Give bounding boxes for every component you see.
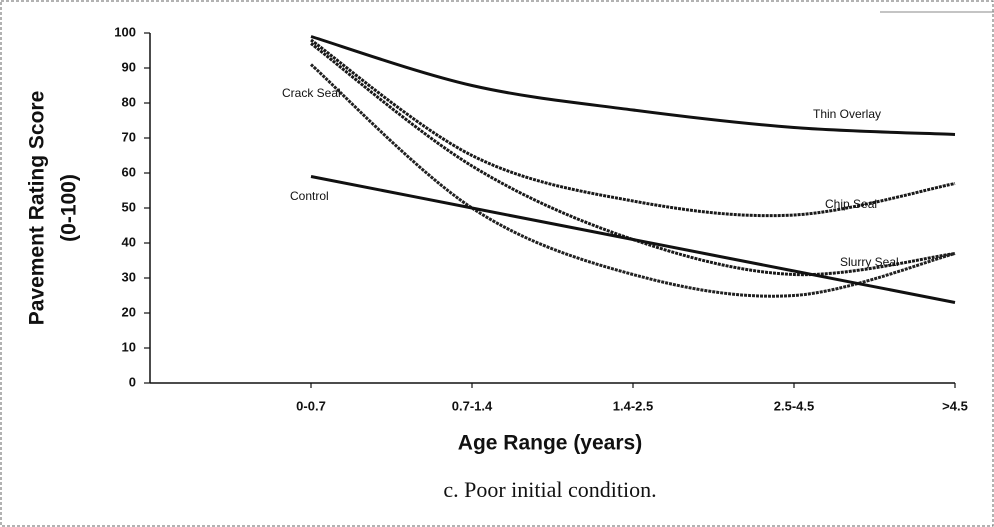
series-label: Chip Seal: [825, 197, 877, 211]
series-label: Control: [290, 189, 329, 203]
series-label: Thin Overlay: [813, 107, 881, 121]
series-label: Crack Seal: [282, 86, 341, 100]
x-tick-label: >4.5: [942, 398, 968, 413]
series-line: [310, 175, 956, 304]
y-tick-label: 0: [129, 374, 136, 389]
x-tick-label: 0.7-1.4: [452, 398, 493, 413]
series-line: [310, 35, 956, 136]
y-tick-label: 80: [122, 94, 136, 109]
y-tick-label: 40: [122, 234, 136, 249]
series-label: Slurry Seal: [840, 255, 899, 269]
y-tick-label: 100: [114, 24, 136, 39]
x-tick-label: 0-0.7: [296, 398, 326, 413]
y-tick-label: 10: [122, 339, 136, 354]
series-line: [310, 63, 956, 298]
y-tick-label: 90: [122, 59, 136, 74]
y-axis-title: Pavement Rating Score: [26, 91, 49, 326]
y-tick-label: 30: [122, 269, 136, 284]
x-tick-label: 2.5-4.5: [774, 398, 814, 413]
series-line: [310, 38, 956, 218]
x-tick-label: 1.4-2.5: [613, 398, 653, 413]
y-axis-title: (0-100): [58, 174, 81, 242]
y-tick-label: 70: [122, 129, 136, 144]
y-tick-label: 60: [122, 164, 136, 179]
y-tick-label: 50: [122, 199, 136, 214]
x-axis-title: Age Range (years): [458, 432, 642, 455]
caption: c. Poor initial condition.: [443, 477, 656, 502]
y-tick-label: 20: [122, 304, 136, 319]
